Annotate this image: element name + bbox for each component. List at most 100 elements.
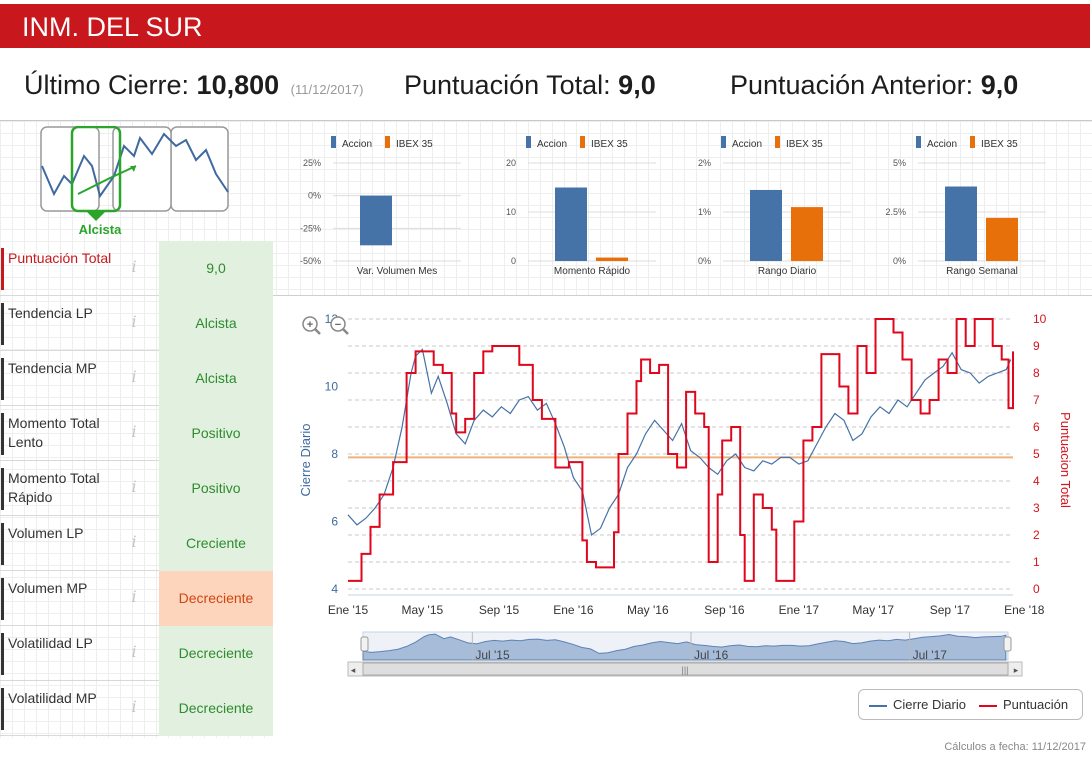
y-right-tick-label: 3 <box>1033 501 1040 515</box>
y-tick-label: 0% <box>308 191 321 201</box>
indicator-row: Volumen MP i Decreciente <box>0 571 273 626</box>
x-tick-label: Ene '17 <box>779 603 820 617</box>
legend-ibex-label: IBEX 35 <box>396 139 433 150</box>
navigator-handle-right[interactable] <box>1003 636 1012 652</box>
total-score: Puntuación Total: 9,0 <box>404 70 656 101</box>
x-tick-label: May '17 <box>852 603 894 617</box>
indicator-row: Tendencia LP i Alcista <box>0 296 273 351</box>
scrollbar-thumb[interactable] <box>362 662 1009 676</box>
mini-chart: Accion IBEX 35 20 10 0 Momento Rápido <box>506 136 656 277</box>
legend-ibex-swatch <box>385 136 390 148</box>
indicator-value: Positivo <box>159 461 273 516</box>
row-marker <box>1 523 4 565</box>
mini-chart: Accion IBEX 35 2% 1% 0% Rango Diario <box>698 136 851 277</box>
legend-cierre-label: Cierre Diario <box>893 697 966 712</box>
y-right-tick-label: 9 <box>1033 339 1040 353</box>
y-right-tick-label: 7 <box>1033 393 1040 407</box>
y-tick-label: 2% <box>698 158 711 168</box>
info-icon[interactable]: i <box>131 367 137 386</box>
arrow-head-icon <box>130 166 136 172</box>
bar-accion[interactable] <box>945 186 977 261</box>
info-icon[interactable]: i <box>131 312 137 331</box>
indicator-value: Creciente <box>159 516 273 571</box>
chart-legend: Cierre Diario Puntuación <box>858 689 1083 720</box>
y-right-tick-label: 5 <box>1033 447 1040 461</box>
legend-accion-label: Accion <box>342 139 372 150</box>
x-tick-label: Sep '16 <box>704 603 745 617</box>
indicator-label: Tendencia MP <box>8 360 97 376</box>
scrollbar-grip-icon: ||| <box>681 665 688 675</box>
trend-thumb-lateral[interactable] <box>170 126 229 212</box>
y-right-tick-label: 8 <box>1033 366 1040 380</box>
info-icon[interactable]: i <box>131 587 137 606</box>
zoom-in-icon[interactable]: + <box>302 316 321 335</box>
y-left-tick-label: 8 <box>331 447 338 461</box>
info-icon[interactable]: i <box>131 422 137 441</box>
legend-line-icon <box>979 704 997 707</box>
trend-thumb-bearish[interactable] <box>40 126 100 212</box>
info-icon[interactable]: i <box>131 257 137 276</box>
previous-score: Puntuación Anterior: 9,0 <box>730 70 1018 101</box>
row-marker <box>1 688 4 730</box>
y-tick-label: 0% <box>698 256 711 266</box>
info-icon[interactable]: i <box>131 532 137 551</box>
scroll-left-icon[interactable]: ◂ <box>351 665 356 675</box>
header-bar: INM. DEL SUR <box>0 4 1090 48</box>
indicator-value: Decreciente <box>159 571 273 626</box>
row-marker <box>1 358 4 400</box>
legend-cierre[interactable]: Cierre Diario <box>869 697 966 712</box>
row-marker <box>1 578 4 620</box>
y-left-tick-label: 6 <box>331 515 338 529</box>
bar-ibex-35[interactable] <box>791 207 823 261</box>
panel-divider <box>273 295 1092 296</box>
indicator-label: Momento Total Rápido <box>8 470 100 505</box>
bar-ibex-35[interactable] <box>596 257 628 261</box>
row-marker <box>1 248 4 290</box>
indicator-label: Volatilidad LP <box>8 635 93 651</box>
indicator-label: Momento Total Lento <box>8 415 100 450</box>
last-close: Último Cierre: 10,800 (11/12/2017) <box>24 70 363 101</box>
legend-accion-swatch <box>526 136 531 148</box>
indicator-row: Momento Total Rápido i Positivo <box>0 461 273 516</box>
indicator-value: Positivo <box>159 406 273 461</box>
y-tick-label: 2.5% <box>885 207 906 217</box>
info-icon[interactable]: i <box>131 642 137 661</box>
info-icon[interactable]: i <box>131 477 137 496</box>
indicator-label: Volumen MP <box>8 580 88 596</box>
indicator-label: Tendencia LP <box>8 305 93 321</box>
series-cierre-line[interactable] <box>347 348 1012 537</box>
zoom-out-icon[interactable]: − <box>330 316 349 335</box>
scroll-right-icon[interactable]: ▸ <box>1014 665 1019 675</box>
y-tick-label: 0% <box>893 256 906 266</box>
y-right-tick-label: 6 <box>1033 420 1040 434</box>
bar-accion[interactable] <box>555 187 587 262</box>
legend-puntuacion-label: Puntuación <box>1003 697 1069 712</box>
mini-chart: Accion IBEX 35 25% 0% -25% -50% Var. Volumen M… <box>300 136 461 277</box>
legend-accion-swatch <box>721 136 726 148</box>
navigator-series <box>362 633 1007 661</box>
mini-chart: Accion IBEX 35 5% 2.5% 0% Rango Semanal <box>885 136 1046 277</box>
series-puntuacion-line[interactable] <box>348 318 1014 582</box>
trend-selector[interactable]: Alcista <box>40 125 230 238</box>
x-tick-label: Sep '17 <box>930 603 971 617</box>
summary-bar: Último Cierre: 10,800 (11/12/2017) Puntu… <box>0 60 1092 110</box>
indicator-value: 9,0 <box>159 241 273 296</box>
y-tick-label: 0 <box>511 256 516 266</box>
info-icon[interactable]: i <box>131 697 137 716</box>
legend-line-icon <box>869 704 887 707</box>
mini-chart-title: Var. Volumen Mes <box>357 266 437 277</box>
indicator-row: Momento Total Lento i Positivo <box>0 406 273 461</box>
indicator-value: Alcista <box>159 351 273 406</box>
y-left-axis-title: Cierre Diario <box>298 424 313 497</box>
bar-accion[interactable] <box>750 189 782 261</box>
bar-accion[interactable] <box>360 195 392 246</box>
legend-accion-label: Accion <box>732 139 762 150</box>
legend-puntuacion[interactable]: Puntuación <box>979 697 1068 712</box>
navigator-handle-left[interactable] <box>360 636 369 652</box>
mini-chart-title: Momento Rápido <box>554 266 631 277</box>
navigator-label: Jul '16 <box>694 648 729 662</box>
bar-ibex-35[interactable] <box>986 217 1018 261</box>
navigator-label: Jul '15 <box>475 648 510 662</box>
legend-ibex-swatch <box>970 136 975 148</box>
